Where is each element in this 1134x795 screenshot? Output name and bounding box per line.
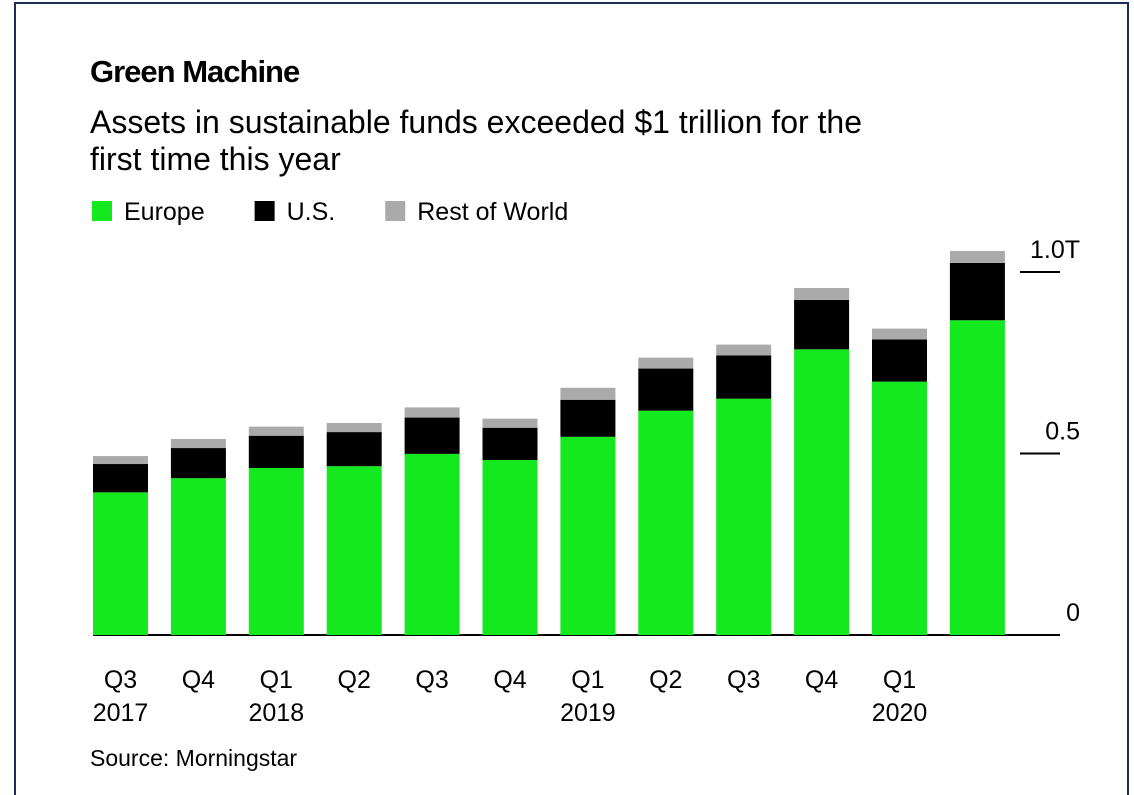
bar-segment — [638, 410, 694, 635]
bar-segment — [560, 387, 616, 400]
bar-segment — [93, 456, 148, 465]
y-tick-label: 0.5 — [1045, 418, 1080, 446]
bar-segment — [326, 423, 382, 433]
bar-segment — [638, 368, 694, 411]
bar-segment — [93, 464, 148, 493]
legend-swatch — [92, 201, 112, 221]
y-tick-label: 1.0T — [1030, 236, 1080, 264]
x-tick-label: Q3 — [727, 666, 760, 694]
bar-segment — [794, 287, 850, 300]
x-tick-label: Q2 — [338, 666, 371, 694]
bar-segment — [949, 250, 1005, 263]
source: Source: Morningstar — [90, 745, 297, 771]
bar-segment — [949, 320, 1005, 635]
x-tick-label: Q1 2019 — [560, 666, 616, 727]
x-tick-label: Q4 — [805, 666, 838, 694]
y-tick-label: 0 — [1066, 599, 1080, 627]
bar-segment — [248, 426, 304, 436]
bar-segment — [482, 460, 538, 635]
bar-segment — [248, 468, 304, 635]
bar-segment — [716, 344, 772, 356]
x-tick-label: Q1 2018 — [248, 666, 304, 727]
bar-segment — [170, 478, 226, 635]
bar-segment — [326, 466, 382, 635]
bar-segment — [482, 418, 538, 428]
bar-segment — [93, 492, 148, 635]
bar-segment — [170, 448, 226, 479]
frame — [14, 2, 1129, 795]
legend-swatch — [385, 201, 406, 221]
bar-segment — [872, 381, 927, 635]
bar-segment — [404, 417, 460, 454]
legend-label: U.S. — [287, 198, 336, 226]
x-tick-label: Q3 2017 — [93, 666, 149, 727]
legend-swatch — [254, 201, 275, 221]
bar-segment — [716, 355, 772, 399]
bar-segment — [560, 436, 616, 635]
legend-label: Europe — [124, 198, 205, 226]
x-tick-label: Q2 — [649, 666, 682, 694]
bar-segment — [404, 453, 460, 635]
bar-segment — [872, 339, 927, 382]
legend-label: Rest of World — [417, 198, 568, 226]
bar-segment — [794, 349, 850, 635]
bar-segment — [638, 357, 694, 369]
bar-segment — [326, 432, 382, 467]
bar-segment — [404, 407, 460, 418]
x-tick-label: Q3 — [415, 666, 448, 694]
x-tick-label: Q4 — [493, 666, 526, 694]
bar-segment — [170, 438, 226, 449]
x-tick-label: Q1 2020 — [872, 666, 928, 727]
bar-segment — [248, 435, 304, 469]
bar-segment — [560, 399, 616, 437]
chart-subtitle: Assets in sustainable funds exceeded $1 … — [90, 104, 862, 177]
bar-segment — [794, 299, 850, 350]
bar-segment — [716, 398, 772, 635]
bar-segment — [872, 328, 927, 340]
bar-segment — [949, 262, 1005, 321]
chart-title: Green Machine — [90, 54, 300, 89]
x-tick-label: Q4 — [182, 666, 215, 694]
bar-segment — [482, 427, 538, 461]
